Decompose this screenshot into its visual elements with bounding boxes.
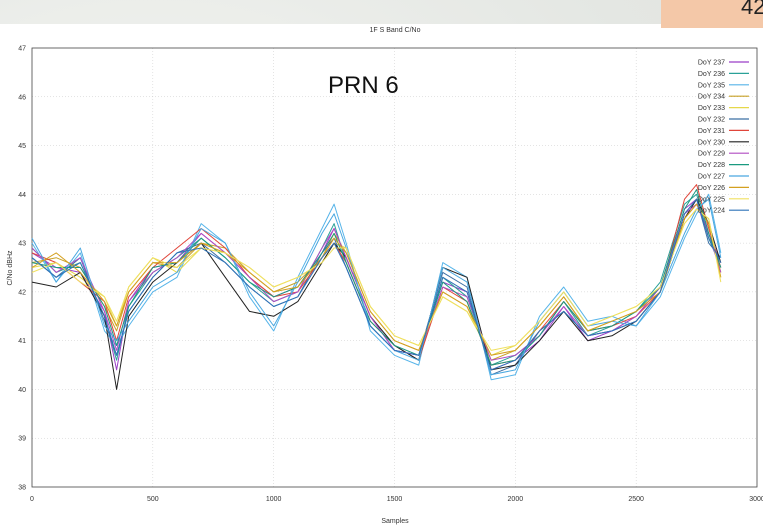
y-tick-label: 47 [18,46,26,53]
series-line [31,208,722,356]
x-tick-label: 3000 [749,496,763,503]
slide-number-badge: 42 [661,0,763,28]
series-line [31,189,722,366]
y-tick-label: 38 [18,485,26,492]
x-tick-label: 2000 [508,496,524,503]
x-tick-label: 500 [147,496,159,503]
y-tick-label: 43 [18,241,26,248]
y-tick-label: 45 [18,143,26,150]
y-tick-label: 46 [18,94,26,101]
legend-label: DoY 235 [698,82,725,89]
x-tick-label: 1500 [387,496,403,503]
slide-number: 42 [741,0,763,19]
series-line [31,198,722,371]
y-tick-label: 44 [18,192,26,199]
legend-label: DoY 236 [698,71,725,78]
chart-title: 1F S Band C/No [370,27,421,34]
series-line [31,198,722,376]
x-tick-label: 0 [30,496,34,503]
legend-label: DoY 237 [698,60,725,67]
prn-annotation: PRN 6 [328,72,399,99]
y-tick-label: 40 [18,387,26,394]
legend-label: DoY 231 [698,128,725,135]
series-line [31,184,722,366]
series-line [31,203,722,361]
series-line [31,208,722,351]
legend-label: DoY 229 [698,151,725,158]
legend-label: DoY 225 [698,196,725,203]
series-line [31,198,722,376]
axes: 38 39 40 41 42 43 44 45 46 47 0 500 1000 1500 2000 2500… [18,46,763,504]
series-line [31,203,722,356]
y-axis-label: C/No dBHz [7,250,14,286]
legend-label: DoY 234 [698,94,725,101]
x-axis-label: Samples [381,518,409,525]
legend-label: DoY 232 [698,117,725,124]
y-tick-label: 41 [18,338,26,345]
grid-lines [32,48,757,487]
legend-label: DoY 226 [698,185,725,192]
y-tick-label: 42 [18,289,26,296]
legend-label: DoY 227 [698,174,725,181]
y-tick-label: 39 [18,436,26,443]
x-tick-label: 1000 [266,496,282,503]
series-line [31,193,722,381]
legend-label: DoY 224 [698,208,725,215]
data-series [31,184,722,390]
legend-label: DoY 230 [698,139,725,146]
chart-legend: DoY 237 DoY 236 DoY 235 DoY 234 DoY 233 DoY 2… [698,60,749,215]
legend-label: DoY 228 [698,162,725,169]
legend-label: DoY 233 [698,105,725,112]
chart-frame [0,24,763,528]
x-tick-label: 2500 [628,496,644,503]
